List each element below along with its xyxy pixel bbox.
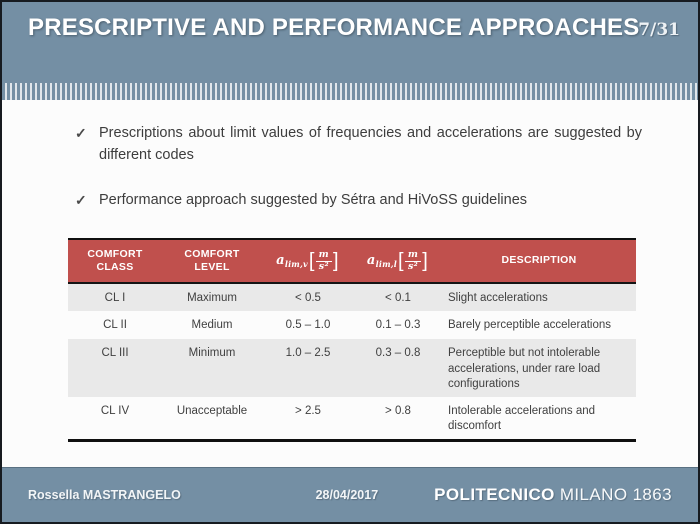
cell-description: Perceptible but not intolerable accelera… [448,347,601,391]
cell-accel-lateral: > 0.8 [385,404,411,417]
cell-comfort-class: CL III [101,347,129,359]
politecnico-milano-logo: POLITECNICO MILANO 1863 [434,485,672,504]
cell-accel-vertical: 1.0 – 2.5 [285,347,331,359]
cell-accel-lateral: 0.1 – 0.3 [375,319,421,331]
checkmark-icon: ✓ [75,192,87,208]
bullet-list: ✓ Prescriptions about limit values of fr… [75,122,642,234]
bullet-text: Performance approach suggested by Sétra … [99,192,528,208]
bullet-text: Prescriptions about limit values of freq… [99,125,642,163]
cell-description: Barely perceptible accelerations [448,319,612,331]
left-bracket: [ [308,250,315,272]
cell-comfort-class: CL II [103,319,127,331]
table-row: CL III Minimum 1.0 – 2.5 0.3 – 0.8 Perce… [68,339,636,397]
footer-author: Rossella MASTRANGELO [28,488,181,502]
table-row: CL IV Unacceptable > 2.5 > 0.8 Intolerab… [68,397,636,439]
checkmark-icon: ✓ [75,125,87,141]
page-number: 7/31 [638,20,680,40]
cell-comfort-level: Unacceptable [176,404,248,417]
cell-accel-vertical: < 0.5 [295,292,321,304]
cell-comfort-level: Maximum [187,292,237,304]
cell-description: Intolerable accelerations and discomfort [448,404,596,433]
unit-fraction: m s² [404,249,422,273]
cell-comfort-level: Medium [191,319,233,331]
table-row: CL I Maximum < 0.5 < 0.1 Slight accelera… [68,283,636,311]
header-accel-limit-lateral: alim,l [ m s² ] [354,240,442,283]
slide-title: PRESCRIPTIVE AND PERFORMANCE APPROACHES [28,14,640,41]
cell-accel-lateral: < 0.1 [385,292,411,304]
cell-accel-vertical: > 2.5 [295,404,321,417]
table-row: CL II Medium 0.5 – 1.0 0.1 – 0.3 Barely … [68,311,636,339]
comfort-table: COMFORT CLASS COMFORT LEVEL alim,v [ m s… [68,238,636,442]
footer-date: 28/04/2017 [315,488,379,502]
header-accel-limit-vertical: alim,v [ m s² ] [262,240,354,283]
header-comfort-class: COMFORT CLASS [87,247,143,273]
cell-comfort-class: CL IV [100,404,130,417]
cell-accel-lateral: 0.3 – 0.8 [375,347,421,359]
right-bracket: ] [422,250,429,272]
bullet-item: ✓ Prescriptions about limit values of fr… [75,122,642,166]
footer-bar: Rossella MASTRANGELO 28/04/2017 POLITECN… [2,467,698,522]
comfort-table-grid: COMFORT CLASS COMFORT LEVEL alim,v [ m s… [68,240,636,439]
unit-fraction: m s² [315,249,333,273]
accel-vertical-formula: alim,v [ m s² ] [276,248,339,273]
table-header-row: COMFORT CLASS COMFORT LEVEL alim,v [ m s… [68,240,636,283]
header-description: DESCRIPTION [501,254,577,267]
content-area: ✓ Prescriptions about limit values of fr… [2,100,698,468]
accel-lateral-formula: alim,l [ m s² ] [366,248,429,273]
right-bracket: ] [333,250,339,272]
cell-description: Slight accelerations [448,292,548,304]
bullet-item: ✓ Performance approach suggested by Sétr… [75,189,642,211]
cell-accel-vertical: 0.5 – 1.0 [285,319,331,331]
cell-comfort-class: CL I [104,292,126,304]
header-comfort-level: COMFORT LEVEL [184,247,240,273]
decorative-stripe-band [2,83,698,100]
left-bracket: [ [398,250,404,272]
cell-comfort-level: Minimum [188,347,236,359]
